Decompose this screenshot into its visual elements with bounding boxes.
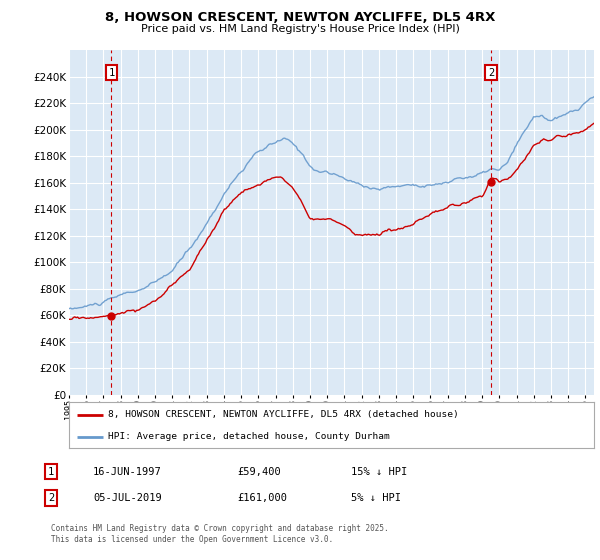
Text: 16-JUN-1997: 16-JUN-1997: [93, 466, 162, 477]
Text: 5% ↓ HPI: 5% ↓ HPI: [351, 493, 401, 503]
Text: 05-JUL-2019: 05-JUL-2019: [93, 493, 162, 503]
Text: 2: 2: [48, 493, 54, 503]
Text: 8, HOWSON CRESCENT, NEWTON AYCLIFFE, DL5 4RX (detached house): 8, HOWSON CRESCENT, NEWTON AYCLIFFE, DL5…: [109, 410, 459, 419]
Text: HPI: Average price, detached house, County Durham: HPI: Average price, detached house, Coun…: [109, 432, 390, 441]
Text: £59,400: £59,400: [237, 466, 281, 477]
Text: 1: 1: [48, 466, 54, 477]
Text: 2: 2: [488, 68, 494, 78]
Text: 8, HOWSON CRESCENT, NEWTON AYCLIFFE, DL5 4RX: 8, HOWSON CRESCENT, NEWTON AYCLIFFE, DL5…: [105, 11, 495, 24]
Text: 1: 1: [108, 68, 115, 78]
Text: 15% ↓ HPI: 15% ↓ HPI: [351, 466, 407, 477]
Text: £161,000: £161,000: [237, 493, 287, 503]
Text: Price paid vs. HM Land Registry's House Price Index (HPI): Price paid vs. HM Land Registry's House …: [140, 24, 460, 34]
Text: Contains HM Land Registry data © Crown copyright and database right 2025.
This d: Contains HM Land Registry data © Crown c…: [51, 524, 389, 544]
